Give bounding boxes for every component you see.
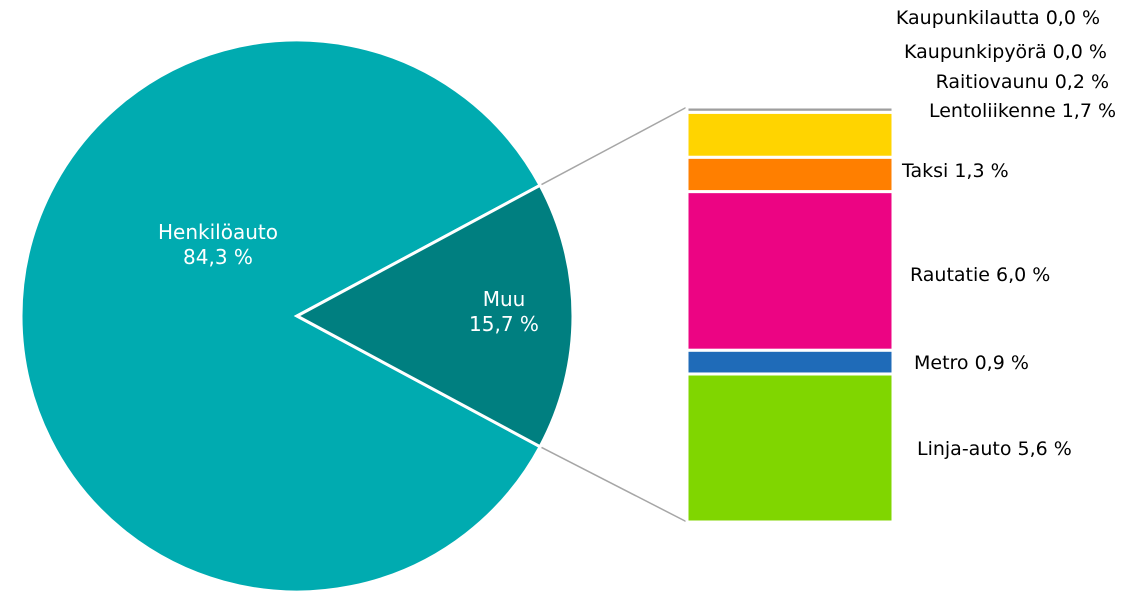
pie-label-value: 15,7 % (469, 312, 539, 336)
pie-label-name: Muu (483, 287, 526, 311)
segment-label-kaupunkilautta: Kaupunkilautta 0,0 % (896, 7, 1100, 29)
labels: Linja-auto 5,6 % Metro 0,9 % Rautatie 6,0 … (896, 7, 1116, 460)
segment-label-raitiovaunu: Raitiovaunu 0,2 % (936, 71, 1109, 93)
bar-segment-metro (685, 348, 895, 376)
segment-label-kaupunkipyora: Kaupunkipyörä 0,0 % (904, 41, 1107, 63)
pie-slice-muu (293, 183, 575, 449)
bar-segment-taksi (685, 155, 895, 194)
bar-segment-linja-auto (685, 372, 895, 524)
connector-line-bottom (539, 446, 688, 523)
segment-label-taksi: Taksi 1,3 % (901, 160, 1009, 182)
bar-segment-raitiovaunu (685, 105, 895, 114)
bar-segment-rautatie (685, 190, 895, 352)
segment-label-lentoliikenne: Lentoliikenne 1,7 % (929, 100, 1116, 122)
breakdown-bar (685, 105, 895, 524)
bar-segment-lentoliikenne (685, 110, 895, 159)
segment-label-rautatie: Rautatie 6,0 % (910, 264, 1050, 286)
pie-label-henkiloauto: Henkilöauto 84,3 % (158, 220, 278, 269)
connector-lines (539, 106, 688, 523)
pie-label-value: 84,3 % (183, 245, 253, 269)
pie-label-name: Henkilöauto (158, 220, 278, 244)
pie: Henkilöauto 84,3 % Muu 15,7 % (19, 38, 575, 591)
segment-label-metro: Metro 0,9 % (914, 352, 1029, 374)
connector-line-top (539, 106, 688, 186)
segment-label-linja-auto: Linja-auto 5,6 % (917, 438, 1072, 460)
pie-label-muu: Muu 15,7 % (469, 287, 539, 336)
pie-slice-henkiloauto (19, 38, 543, 591)
